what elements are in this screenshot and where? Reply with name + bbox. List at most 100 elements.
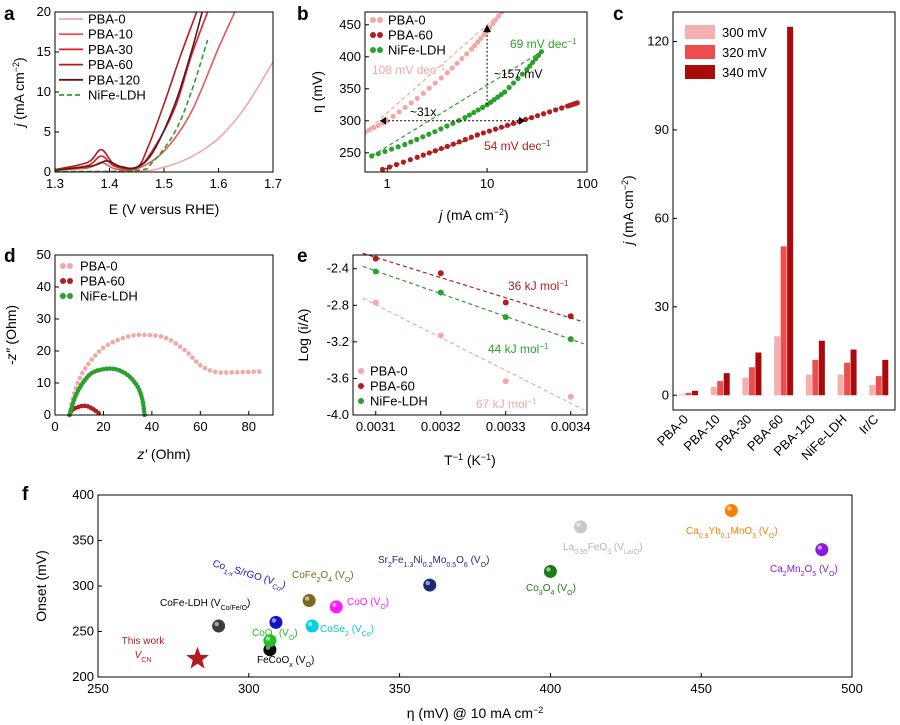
bar-ir/c-300mV <box>869 384 876 396</box>
data-point <box>456 139 462 145</box>
data-point <box>478 35 484 41</box>
legend-label: NiFe-LDH <box>370 394 428 409</box>
label-coo: CoO (VO) <box>347 597 389 611</box>
data-point <box>251 369 257 375</box>
fit-line <box>362 252 584 323</box>
data-point <box>502 299 509 306</box>
panel-c-y-axis-label: j (mA cm−2) <box>620 175 636 246</box>
data-point <box>426 85 432 91</box>
legend-swatch <box>377 17 383 23</box>
panel-a-y-tick-label: 15 <box>37 44 51 59</box>
data-point <box>449 65 455 71</box>
data-point <box>234 370 240 375</box>
data-point <box>115 337 121 343</box>
data-point <box>475 107 481 113</box>
legend-swatch <box>60 278 66 284</box>
bar-pba-0-300mV <box>679 394 685 396</box>
legend-label: 320 mV <box>722 45 767 60</box>
label-this-work: This work <box>122 636 166 647</box>
point-marker <box>305 619 319 633</box>
panel-a-y-ticks: 0 5 10 15 20 <box>37 4 59 179</box>
panel-f-x-tick-label: 350 <box>389 681 411 696</box>
panel-f-x-ticks: 250 300 350 400 450 500 <box>87 673 863 696</box>
legend-label: PBA-30 <box>88 42 133 57</box>
point-highlight <box>576 522 581 528</box>
data-point <box>382 148 388 154</box>
legend-label: PBA-0 <box>80 259 118 274</box>
data-point <box>386 164 393 170</box>
data-point <box>471 109 477 116</box>
fit-line <box>362 297 585 411</box>
series-path-0 <box>70 335 264 415</box>
data-point <box>147 332 153 338</box>
line-series-pba-0 <box>55 61 273 172</box>
panel-d-y-tick-label: 10 <box>37 375 51 390</box>
bar-ir/c-320mV <box>875 376 882 396</box>
data-point <box>414 95 420 101</box>
panel-c-plot-area <box>679 26 889 396</box>
data-point <box>420 152 426 158</box>
fit-line <box>371 51 542 157</box>
panel-b-label: b <box>297 4 309 25</box>
data-point <box>438 145 444 152</box>
panel-e-plot-area <box>362 252 585 411</box>
panel-c: c 0 30 60 90 120 PBA-0PBA-10PBA-30PBA-60PBA-… <box>613 4 896 463</box>
panel-a-y-tick-label: 20 <box>37 4 51 19</box>
data-point <box>444 143 450 149</box>
data-point <box>190 355 195 360</box>
bar-pba-60-300mV <box>774 336 781 396</box>
point-highlight <box>727 506 732 511</box>
panel-c-y-tick-label: 120 <box>647 33 669 48</box>
panel-f-frame <box>97 494 853 678</box>
data-point <box>437 289 444 296</box>
panel-b-annotations: 108 mV dec−1 69 mV dec−1 54 mV dec−1 ~15… <box>372 37 577 154</box>
point-highlight <box>214 621 219 627</box>
panel-a-x-tick-label: 1.7 <box>264 176 282 191</box>
panel-b-frame <box>364 11 588 173</box>
data-point <box>481 32 487 38</box>
panel-b-x-tick-label: 1 <box>384 176 391 191</box>
bar-pba-0-340mV <box>692 390 698 396</box>
panel-d-y-tick-label: 0 <box>44 407 51 422</box>
bar-nife-ldh-320mV <box>844 362 851 396</box>
data-point <box>202 365 208 371</box>
fit-line <box>362 265 584 345</box>
arrow-head <box>380 116 387 125</box>
data-point <box>499 12 505 15</box>
legend-swatch <box>685 65 715 79</box>
data-point <box>390 113 396 119</box>
data-point <box>528 115 535 121</box>
data-point <box>89 357 95 362</box>
bar-pba-30-320mV <box>748 367 755 396</box>
legend-label: PBA-60 <box>370 379 415 394</box>
panel-a-x-tick-label: 1.6 <box>209 176 227 191</box>
panel-f-y-tick-label: 350 <box>72 533 94 548</box>
bar-pba-60-320mV <box>780 246 787 396</box>
point-marker <box>269 615 283 629</box>
point-marker <box>724 503 738 517</box>
panel-d-plot-area <box>67 332 264 418</box>
data-point <box>464 51 470 57</box>
data-point <box>559 105 565 111</box>
legend-label: PBA-60 <box>388 28 433 43</box>
bar-pba-30-300mV <box>742 377 749 396</box>
data-point <box>462 136 468 143</box>
data-point <box>402 141 408 148</box>
data-point <box>486 128 493 134</box>
panel-e-y-tick-label: -2.4 <box>327 261 349 276</box>
data-point <box>186 351 192 356</box>
data-point <box>502 378 509 385</box>
data-point <box>229 370 235 375</box>
panel-d-x-ticks: 0 20 40 60 80 <box>51 411 256 434</box>
point-highlight <box>332 602 337 608</box>
legend-label: PBA-10 <box>88 27 133 42</box>
data-point <box>510 120 517 126</box>
data-point <box>371 125 377 131</box>
panel-c-y-tick-label: 30 <box>655 299 669 314</box>
panel-f-plot-area <box>186 503 829 669</box>
data-point <box>168 338 174 343</box>
panel-e-frame <box>352 254 588 416</box>
